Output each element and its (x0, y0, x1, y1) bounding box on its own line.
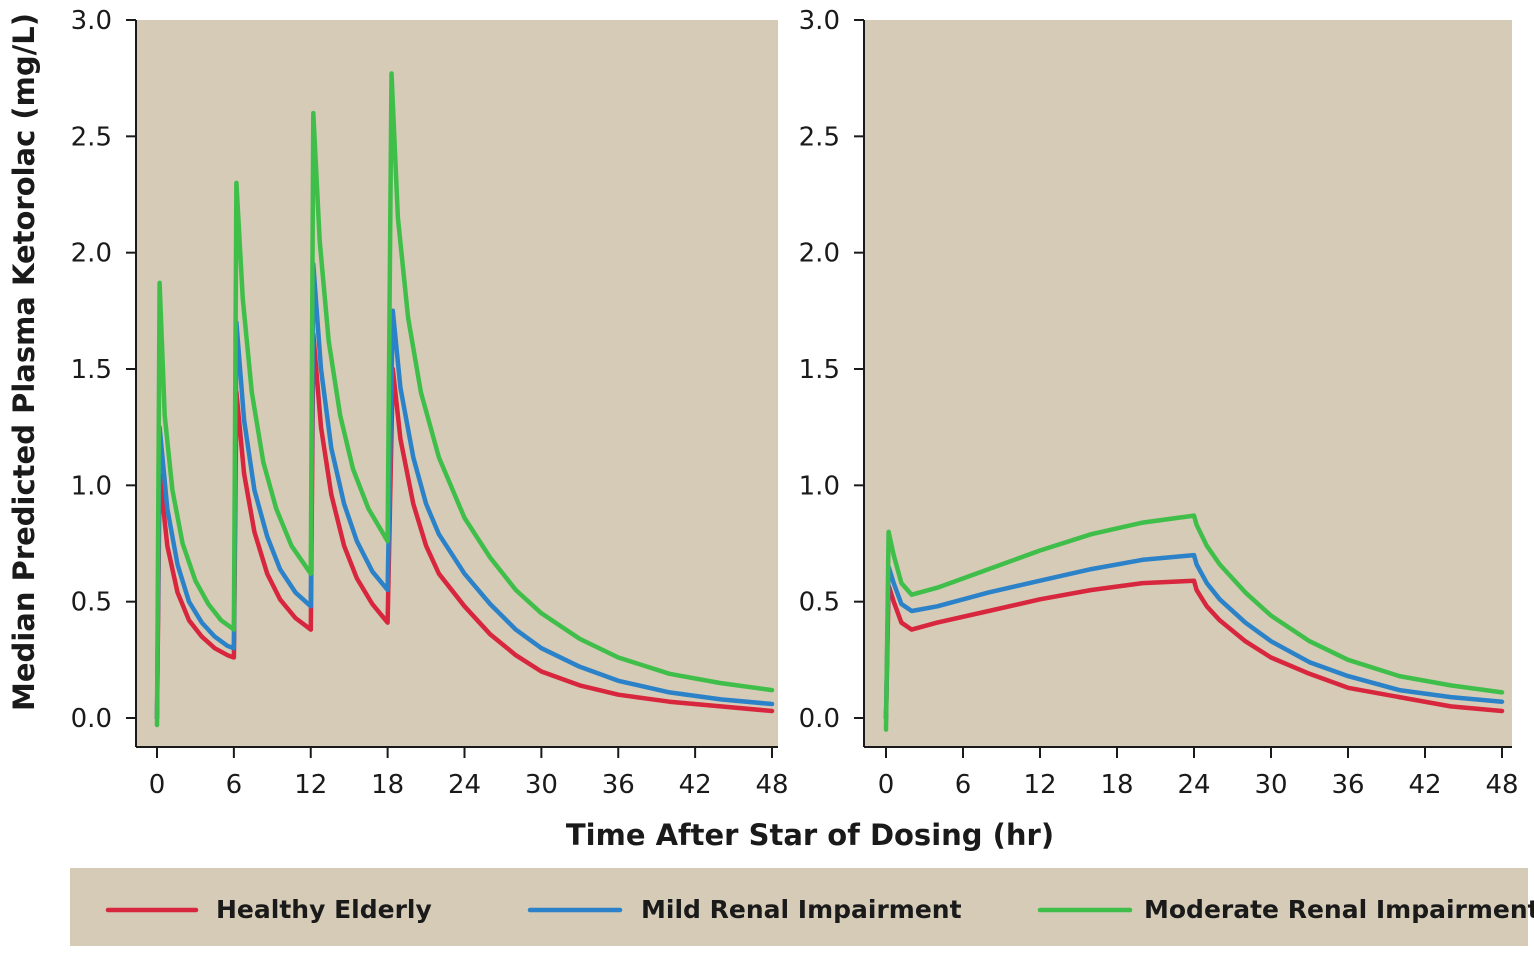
right-x-tick-label: 0 (878, 770, 895, 800)
left-series-moderate-renal-impairment (154, 71, 775, 728)
right-y-tick-label: 2.0 (799, 239, 840, 269)
right-y-tick-label: 1.5 (799, 355, 840, 385)
left-y-tick-label: 1.0 (71, 471, 112, 501)
left-y-tick-label: 0.0 (71, 704, 112, 734)
right-y-tick-label: 3.0 (799, 6, 840, 36)
y-axis-title: Median Predicted Plasma Ketorolac (mg/L) (7, 13, 41, 711)
left-y-tick-label: 3.0 (71, 6, 112, 36)
right-x-tick-label: 42 (1408, 770, 1441, 800)
left-series-mild-renal-impairment (154, 262, 775, 721)
left-x-tick-label: 48 (755, 770, 788, 800)
right-panel: 0.0 0.5 1.0 1.5 2.0 2.5 3.0 0 6 12 18 24 30 36 42 48 (799, 6, 1519, 800)
right-series-group (883, 513, 1505, 732)
left-x-tick-label: 18 (371, 770, 404, 800)
left-y-tick-label: 0.5 (71, 588, 112, 618)
left-series-group (154, 71, 775, 728)
right-series-healthy-elderly (883, 578, 1505, 721)
left-axes: 0.0 0.5 1.0 1.5 2.0 2.5 3.0 0 6 12 18 24 30 36 42 48 (71, 6, 789, 800)
left-series-healthy-elderly (154, 331, 775, 721)
left-y-tick-label: 1.5 (71, 355, 112, 385)
left-x-tick-label: 36 (602, 770, 635, 800)
right-y-tick-label: 2.5 (799, 122, 840, 152)
right-x-tick-label: 6 (955, 770, 972, 800)
right-y-tick-label: 0.5 (799, 588, 840, 618)
legend-label: Mild Renal Impairment (641, 895, 962, 924)
legend-label: Moderate Renal Impairment (1144, 895, 1534, 924)
x-axis-title: Time After Star of Dosing (hr) (566, 818, 1054, 852)
legend: Healthy Elderly Mild Renal Impairment Mode… (70, 868, 1534, 946)
right-x-tick-label: 36 (1331, 770, 1364, 800)
left-x-tick-label: 6 (226, 770, 243, 800)
right-x-tick-label: 18 (1100, 770, 1133, 800)
left-y-tick-label: 2.5 (71, 122, 112, 152)
left-x-tick-label: 24 (448, 770, 481, 800)
right-series-mild-renal-impairment (883, 552, 1505, 721)
right-x-tick-label: 12 (1023, 770, 1056, 800)
right-x-tick-label: 48 (1485, 770, 1518, 800)
left-panel: 0.0 0.5 1.0 1.5 2.0 2.5 3.0 0 6 12 18 24 30 36 42 48 (71, 6, 789, 800)
left-x-tick-label: 42 (679, 770, 712, 800)
right-plot-background (864, 20, 1512, 747)
left-x-tick-label: 12 (294, 770, 327, 800)
left-y-tick-label: 2.0 (71, 239, 112, 269)
legend-background (70, 868, 1528, 946)
legend-items: Healthy Elderly Mild Renal Impairment Mode… (105, 895, 1534, 924)
right-axes: 0.0 0.5 1.0 1.5 2.0 2.5 3.0 0 6 12 18 24 30 36 42 48 (799, 6, 1519, 800)
right-y-tick-label: 0.0 (799, 704, 840, 734)
left-x-tick-label: 0 (149, 770, 166, 800)
legend-label: Healthy Elderly (216, 895, 432, 924)
right-series-moderate-renal-impairment (883, 513, 1505, 732)
right-y-tick-label: 1.0 (799, 471, 840, 501)
left-x-tick-label: 30 (525, 770, 558, 800)
right-x-tick-label: 30 (1254, 770, 1287, 800)
right-x-tick-label: 24 (1177, 770, 1210, 800)
